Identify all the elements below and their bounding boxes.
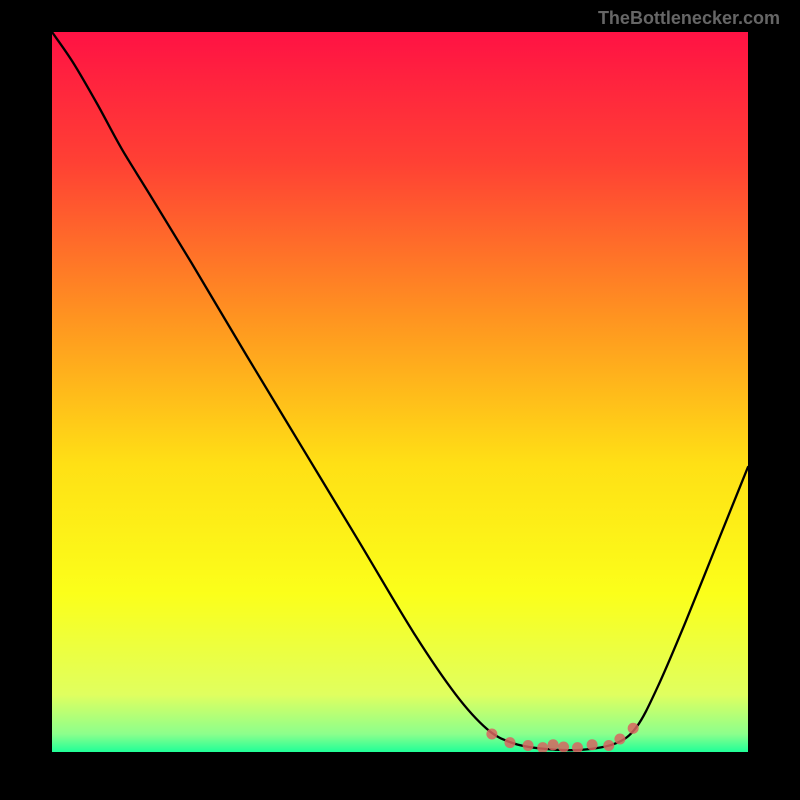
bottleneck-marker	[486, 729, 497, 740]
bottleneck-marker	[603, 740, 614, 751]
chart-container: TheBottlenecker.com	[0, 0, 800, 800]
bottleneck-marker	[614, 734, 625, 745]
watermark-text: TheBottlenecker.com	[598, 8, 780, 29]
bottleneck-marker	[572, 742, 583, 752]
bottleneck-marker	[537, 742, 548, 752]
bottleneck-marker	[504, 737, 515, 748]
bottleneck-curve	[52, 32, 748, 752]
bottleneck-marker	[523, 740, 534, 751]
plot-area	[52, 32, 748, 752]
bottleneck-marker	[548, 739, 559, 750]
bottleneck-marker	[558, 741, 569, 752]
bottleneck-marker	[587, 739, 598, 750]
bottleneck-marker	[628, 723, 639, 734]
